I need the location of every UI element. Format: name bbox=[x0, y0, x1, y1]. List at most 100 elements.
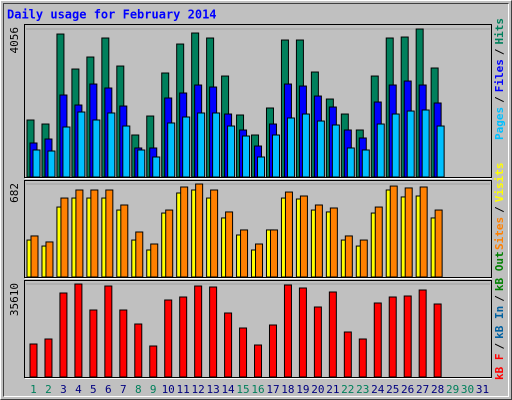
bar bbox=[346, 147, 355, 178]
x-tick-label: 4 bbox=[75, 383, 82, 396]
bar bbox=[120, 204, 129, 278]
bar bbox=[209, 286, 218, 378]
bar bbox=[74, 283, 83, 378]
bar bbox=[268, 324, 277, 378]
x-tick-label: 27 bbox=[416, 383, 429, 396]
bar bbox=[242, 135, 251, 178]
x-tick-label: 19 bbox=[296, 383, 309, 396]
bar bbox=[224, 312, 233, 378]
bevel bbox=[3, 3, 509, 397]
legend-entry: Sites bbox=[493, 217, 506, 250]
legend: Sites / Visits bbox=[493, 163, 506, 251]
legend-entry: Hits bbox=[493, 18, 506, 45]
bevel bbox=[3, 3, 509, 397]
bar bbox=[90, 189, 99, 278]
x-tick-label: 28 bbox=[431, 383, 444, 396]
bar bbox=[421, 109, 430, 178]
bar bbox=[391, 113, 400, 178]
bar bbox=[373, 302, 382, 378]
bar bbox=[104, 285, 113, 378]
bar bbox=[358, 338, 367, 378]
bar bbox=[286, 117, 295, 178]
x-tick-label: 16 bbox=[251, 383, 264, 396]
bar bbox=[60, 197, 69, 278]
bar bbox=[331, 124, 340, 178]
bar bbox=[135, 231, 144, 278]
bar bbox=[164, 299, 173, 378]
bar bbox=[149, 345, 158, 378]
bar bbox=[62, 126, 71, 178]
bar bbox=[301, 113, 310, 178]
x-tick-label: 10 bbox=[162, 383, 175, 396]
bar bbox=[137, 149, 146, 178]
x-tick-label: 20 bbox=[311, 383, 324, 396]
x-tick-label: 9 bbox=[150, 383, 157, 396]
bar bbox=[77, 111, 86, 178]
bar bbox=[314, 204, 323, 278]
bar bbox=[227, 125, 236, 178]
x-tick-label: 12 bbox=[192, 383, 205, 396]
bar bbox=[434, 209, 443, 278]
bar bbox=[316, 120, 325, 178]
legend-entry: Visits bbox=[493, 163, 506, 203]
x-tick-label: 7 bbox=[120, 383, 127, 396]
legend-entry: Files bbox=[493, 59, 506, 92]
bar bbox=[179, 296, 188, 378]
bar bbox=[436, 125, 445, 178]
bar bbox=[59, 292, 68, 378]
bar bbox=[404, 187, 413, 278]
legend-entry: kB In bbox=[493, 306, 506, 339]
bar bbox=[134, 323, 143, 378]
x-tick-label: 30 bbox=[461, 383, 474, 396]
bar bbox=[167, 122, 176, 178]
x-tick-label: 29 bbox=[446, 383, 459, 396]
bar bbox=[165, 209, 174, 278]
y-tick-label: 682 bbox=[8, 183, 21, 203]
bar bbox=[92, 119, 101, 178]
x-tick-label: 3 bbox=[60, 383, 67, 396]
bar bbox=[105, 189, 114, 278]
bar bbox=[374, 206, 383, 278]
x-tick-label: 11 bbox=[177, 383, 190, 396]
y-tick-label: 35610 bbox=[8, 283, 21, 316]
legend-separator: / bbox=[493, 96, 506, 103]
bar bbox=[194, 285, 203, 378]
bar bbox=[45, 241, 54, 278]
bar bbox=[75, 189, 84, 278]
bar bbox=[152, 156, 161, 178]
bar bbox=[329, 207, 338, 278]
x-tick-label: 18 bbox=[281, 383, 294, 396]
bar bbox=[257, 156, 266, 178]
bar bbox=[419, 186, 428, 278]
bar bbox=[212, 112, 221, 178]
legend-entry: Pages bbox=[493, 107, 506, 140]
bar bbox=[240, 229, 249, 278]
legend: kB F / kB In / kB Out bbox=[493, 251, 506, 380]
bar bbox=[197, 112, 206, 178]
bar bbox=[299, 195, 308, 278]
x-tick-label: 21 bbox=[326, 383, 339, 396]
bar bbox=[150, 243, 159, 278]
bar bbox=[406, 110, 415, 178]
bar bbox=[122, 125, 131, 178]
legend-separator: / bbox=[493, 48, 506, 55]
legend-separator: / bbox=[493, 295, 506, 302]
bar bbox=[180, 186, 189, 278]
bar bbox=[389, 185, 398, 278]
bar bbox=[30, 235, 39, 278]
bar bbox=[284, 191, 293, 278]
x-tick-label: 15 bbox=[236, 383, 249, 396]
bar bbox=[32, 149, 41, 178]
bar bbox=[403, 295, 412, 378]
x-tick-label: 17 bbox=[266, 383, 279, 396]
bar bbox=[195, 183, 204, 278]
bar bbox=[376, 123, 385, 178]
x-tick-label: 1 bbox=[30, 383, 37, 396]
bar bbox=[271, 134, 280, 178]
bar bbox=[225, 211, 234, 278]
legend-separator: / bbox=[493, 343, 506, 350]
x-tick-label: 14 bbox=[221, 383, 235, 396]
bar bbox=[47, 150, 56, 178]
chart-title: Daily usage for February 2014 bbox=[7, 8, 217, 22]
